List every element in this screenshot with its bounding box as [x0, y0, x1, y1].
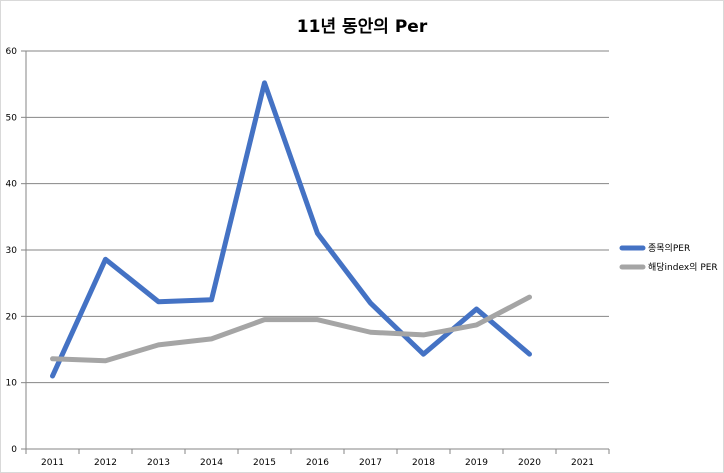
series-line-2	[50, 294, 532, 364]
data-series	[50, 80, 532, 379]
y-tick-label: 50	[6, 113, 18, 123]
x-tick-label: 2017	[359, 458, 382, 468]
x-tick-label: 2018	[412, 458, 435, 468]
legend-item: 해당index의 PER	[619, 262, 718, 273]
x-tick-label: 2019	[465, 458, 488, 468]
y-tick-label: 20	[6, 312, 18, 322]
legend-label: 종목의PER	[648, 243, 690, 254]
y-tick-label: 60	[6, 47, 18, 57]
x-tick-label: 2013	[147, 458, 170, 468]
x-tick-label: 2020	[518, 458, 541, 468]
y-tick-label: 0	[11, 445, 17, 455]
x-tick-label: 2014	[200, 458, 223, 468]
x-tick-label: 2011	[41, 458, 64, 468]
axes	[21, 50, 610, 454]
chart-title: 11년 동안의 Per	[297, 17, 428, 37]
y-tick-label: 40	[6, 180, 18, 190]
legend-label: 해당index의 PER	[648, 262, 718, 273]
x-tick-label: 2021	[571, 458, 594, 468]
legend-item: 종목의PER	[619, 243, 690, 254]
x-axis-tick-labels: 2011 2012 2013 2014 2015 2016 2017 2018 2019 2020…	[41, 458, 594, 468]
legend: 종목의PER 해당index의 PER	[619, 243, 718, 273]
x-tick-label: 2016	[306, 458, 329, 468]
y-tick-label: 10	[6, 379, 18, 389]
y-tick-label: 30	[6, 246, 18, 256]
x-tick-label: 2012	[94, 458, 117, 468]
gridlines	[26, 50, 609, 384]
x-tick-label: 2015	[253, 458, 276, 468]
series-line-1	[50, 80, 532, 379]
y-axis-tick-labels: 0 10 20 30 40 50 60	[6, 47, 18, 455]
